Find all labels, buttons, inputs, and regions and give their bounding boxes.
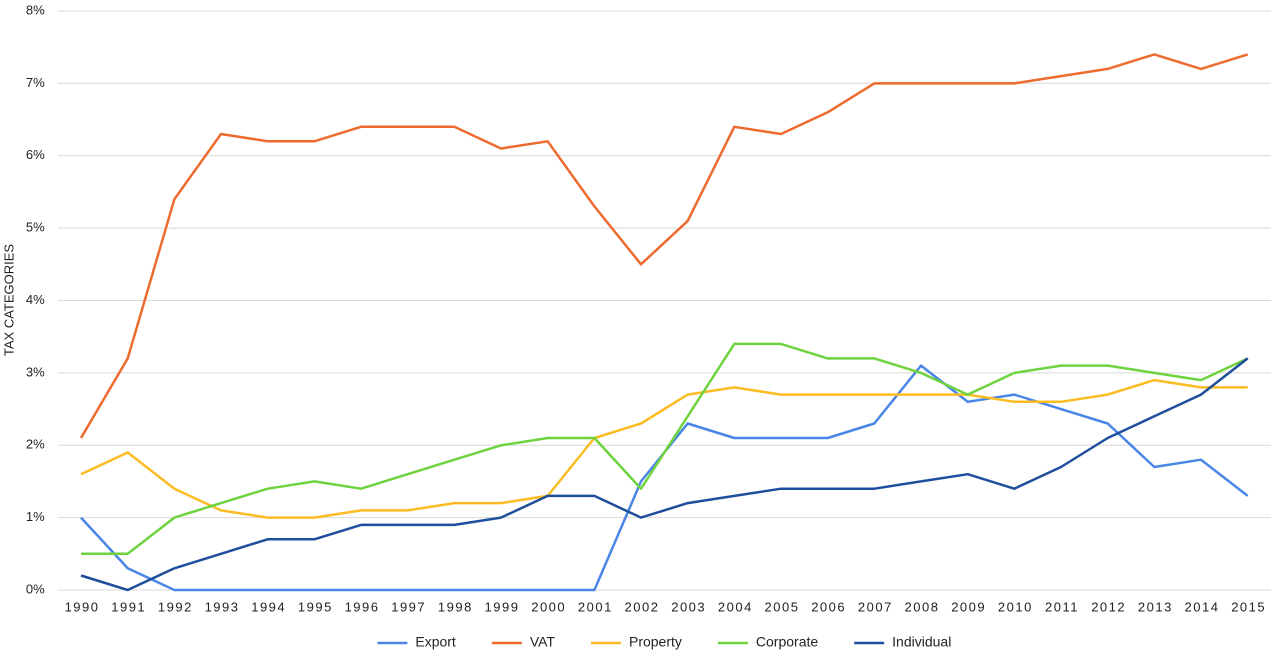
x-tick-label: 2013 — [1138, 599, 1173, 614]
legend-text: Individual — [892, 634, 951, 650]
x-tick-label: 1996 — [345, 599, 380, 614]
y-tick-label: 2% — [26, 437, 45, 452]
legend-text: Export — [415, 634, 456, 650]
y-tick-label: 1% — [26, 509, 45, 524]
x-tick-label: 2012 — [1091, 599, 1126, 614]
y-tick-label: 7% — [26, 75, 45, 90]
x-tick-label: 1990 — [65, 599, 100, 614]
x-tick-label: 1998 — [438, 599, 473, 614]
y-tick-label: 6% — [26, 147, 45, 162]
series-line — [81, 342, 1249, 556]
x-tick-label: 1995 — [298, 599, 333, 614]
x-tick-label: 2009 — [951, 599, 986, 614]
legend-text: Corporate — [756, 634, 818, 650]
series-line — [79, 53, 1249, 439]
x-tick-label: 1993 — [205, 599, 240, 614]
x-tick-label: 2008 — [905, 599, 940, 614]
x-tick-label: 2004 — [718, 599, 753, 614]
x-tick-label: 2010 — [998, 599, 1033, 614]
x-tick-label: 1992 — [158, 599, 193, 614]
x-tick-label: 2007 — [858, 599, 893, 614]
x-tick-label: 1997 — [391, 599, 426, 614]
series-line — [80, 357, 1249, 592]
x-tick-label: 2006 — [811, 599, 846, 614]
legend-text: Property — [629, 634, 682, 650]
legend-text: VAT — [530, 634, 556, 650]
y-tick-label: 8% — [26, 2, 45, 17]
x-tick-label: 2000 — [531, 599, 566, 614]
series-line — [80, 378, 1248, 519]
x-tick-label: 2011 — [1045, 599, 1079, 614]
x-tick-label: 1999 — [485, 599, 520, 614]
x-tick-label: 2003 — [671, 599, 706, 614]
y-tick-label: 3% — [26, 364, 45, 379]
x-tick-label: 1991 — [111, 599, 146, 614]
y-tick-label: 5% — [26, 220, 45, 235]
x-tick-label: 2005 — [765, 599, 800, 614]
x-tick-label: 2001 — [578, 599, 613, 614]
x-tick-label: 1994 — [251, 599, 286, 614]
y-tick-label: 0% — [26, 581, 45, 596]
y-tick-label: 4% — [26, 292, 45, 307]
x-tick-label: 2002 — [625, 599, 660, 614]
y-axis-label: TAX CATEGORIES — [1, 244, 16, 357]
x-tick-label: 2015 — [1231, 599, 1266, 614]
x-tick-label: 2014 — [1185, 599, 1220, 614]
